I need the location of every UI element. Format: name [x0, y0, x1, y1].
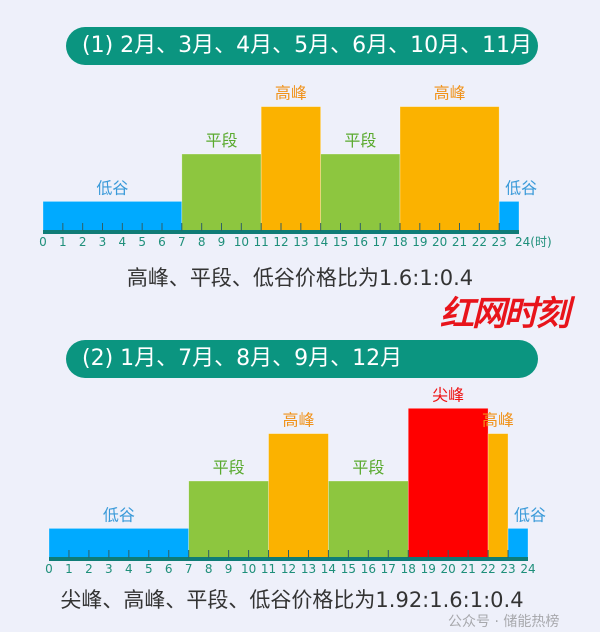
x-tick-label: 4 [125, 562, 133, 576]
x-tick-label: 23 [492, 235, 507, 249]
segment-label: 高峰 [482, 411, 514, 430]
x-tick-label: 10 [241, 562, 256, 576]
x-tick-label: 6 [158, 235, 166, 249]
x-tick-label: 2 [85, 562, 93, 576]
x-tick-label: 3 [99, 235, 107, 249]
x-tick-label: 9 [218, 235, 226, 249]
x-tick-label: 17 [373, 235, 388, 249]
bar-segment-1 [42, 201, 183, 234]
x-tick-label: 16 [361, 562, 376, 576]
bar-segment-4 [328, 480, 409, 561]
x-tick-label: 1 [65, 562, 73, 576]
x-tick-label: 7 [185, 562, 193, 576]
segment-label: 高峰 [434, 84, 466, 103]
section-2-ratio: 尖峰、高峰、平段、低谷价格比为1.92:1.6:1:0.4 [60, 588, 524, 612]
x-tick-label: 3 [105, 562, 113, 576]
segment-label: 平段 [205, 131, 237, 150]
watermark-sub: 公众号 · 储能热榜 [448, 614, 560, 630]
x-tick-label: 24 [520, 562, 535, 576]
x-tick-label: 16 [353, 235, 368, 249]
x-tick-label: 4 [119, 235, 127, 249]
x-tick-label: 18 [392, 235, 407, 249]
x-tick-label: 19 [412, 235, 427, 249]
x-tick-label: 0 [45, 562, 53, 576]
bar-segment-6 [487, 433, 509, 561]
segment-label: 高峰 [282, 411, 314, 430]
x-tick-label: 21 [460, 562, 475, 576]
x-tick-label: 8 [205, 562, 213, 576]
x-tick-label: 11 [254, 235, 269, 249]
segment-label: 平段 [213, 458, 245, 477]
bar-segment-6 [498, 201, 520, 234]
x-tick-label: 23 [500, 562, 515, 576]
x-tick-label: 8 [198, 235, 206, 249]
segment-label: 平段 [344, 131, 376, 150]
x-tick-label: 17 [381, 562, 396, 576]
section-1-ratio: 高峰、平段、低谷价格比为1.6:1:0.4 [126, 266, 474, 290]
x-tick-label: 21 [452, 235, 467, 249]
section-1-title: (1) 2月、3月、4月、5月、6月、10月、11月 [66, 27, 538, 65]
bar-segment-4 [320, 153, 401, 234]
x-tick-label: 14 [313, 235, 328, 249]
bar-segment-2 [188, 480, 269, 561]
bar-segment-3 [260, 106, 321, 234]
bar-segment-3 [268, 433, 329, 561]
segment-label: 低谷 [505, 178, 537, 197]
x-tick-label: 22 [472, 235, 487, 249]
x-tick-label: 19 [421, 562, 436, 576]
watermark-logo: 红网时刻 [440, 294, 570, 334]
x-tick-label: 12 [273, 235, 288, 249]
x-tick-label: 20 [432, 235, 447, 249]
segment-label: 平段 [352, 458, 384, 477]
x-tick-label: 15 [333, 235, 348, 249]
x-tick-label: 5 [138, 235, 146, 249]
axis-baseline [49, 557, 528, 561]
x-tick-label: 18 [401, 562, 416, 576]
section-2-title: (2) 1月、7月、8月、9月、12月 [66, 340, 538, 378]
x-tick-label: 13 [293, 235, 308, 249]
segment-label: 低谷 [514, 505, 546, 524]
x-tick-label: 0 [39, 235, 47, 249]
x-tick-label: 24(时) [515, 235, 552, 249]
x-tick-label: 11 [261, 562, 276, 576]
x-tick-label: 13 [301, 562, 316, 576]
segment-label: 尖峰 [432, 385, 464, 404]
axis-baseline [43, 230, 519, 234]
x-tick-label: 20 [441, 562, 456, 576]
x-tick-label: 1 [59, 235, 67, 249]
x-tick-label: 22 [480, 562, 495, 576]
x-tick-label: 9 [225, 562, 233, 576]
segment-label: 低谷 [96, 178, 128, 197]
bar-segment-5 [399, 106, 500, 234]
bar-segment-2 [181, 153, 262, 234]
x-tick-label: 2 [79, 235, 87, 249]
x-tick-label: 15 [341, 562, 356, 576]
bar-segment-7 [507, 528, 529, 561]
x-tick-label: 6 [165, 562, 173, 576]
x-tick-label: 10 [234, 235, 249, 249]
x-tick-label: 5 [145, 562, 153, 576]
segment-label: 高峰 [275, 84, 307, 103]
x-tick-label: 7 [178, 235, 186, 249]
segment-label: 低谷 [103, 505, 135, 524]
bar-segment-5 [407, 408, 489, 561]
x-tick-label: 14 [321, 562, 336, 576]
x-tick-label: 12 [281, 562, 296, 576]
bar-segment-1 [48, 528, 190, 561]
